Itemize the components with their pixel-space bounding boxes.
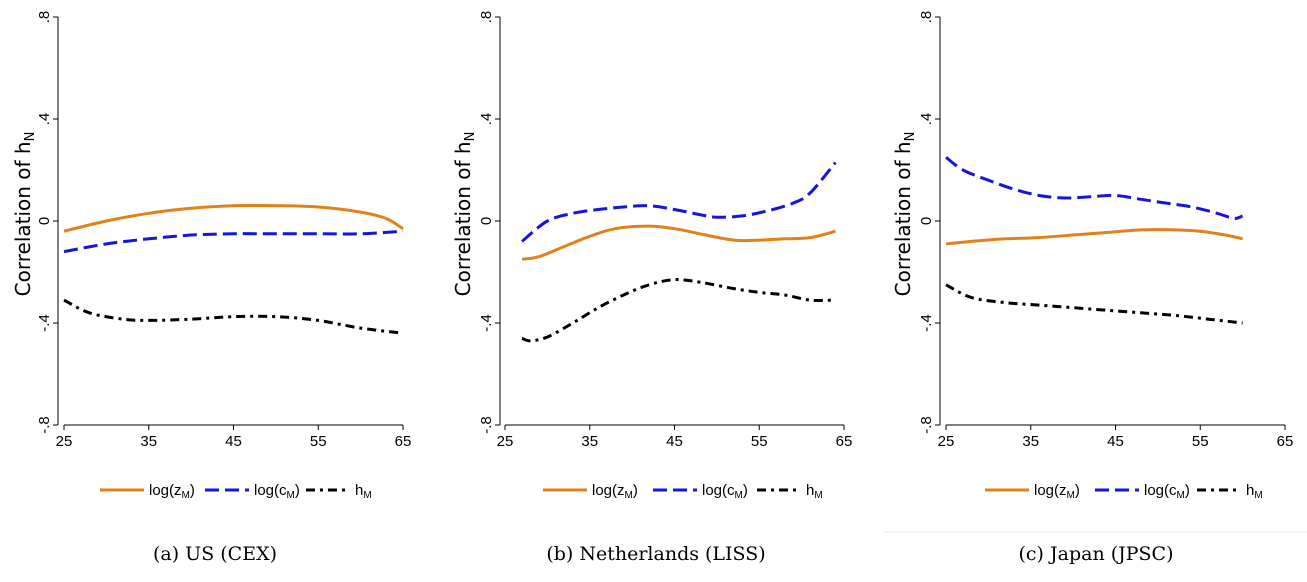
y-tick-label: .4 [478,113,495,126]
legend-label-log_z: log(zM) [149,482,195,501]
x-tick-label: 25 [56,433,73,450]
y-tick-label: -.8 [36,416,53,434]
y-tick-label: .4 [918,113,935,126]
y-tick-label: .4 [36,113,53,126]
x-tick-label: 25 [938,433,955,450]
y-tick-label: -.8 [478,416,495,434]
series-line-log_c [63,229,404,254]
legend-label-h: hM [1246,482,1263,501]
x-tick-label: 35 [140,433,157,450]
x-tick-label: 25 [497,433,514,450]
y-axis-label: Correlation of hN [11,132,38,297]
x-tick-label: 55 [751,433,768,450]
series-line-log_z [521,224,836,261]
legend-label-log_c: log(cM) [254,482,300,501]
legend-label-log_c: log(cM) [702,482,748,501]
y-axis-label: Correlation of hN [891,132,918,297]
x-tick-label: 45 [666,433,683,450]
legend-label-log_z: log(zM) [1034,482,1080,501]
y-tick-label: -.4 [918,314,935,332]
y-tick-label: .8 [918,11,935,24]
x-tick-label: 35 [1022,433,1039,450]
series-line-h [521,278,836,343]
x-tick-label: 55 [310,433,327,450]
legend-label-log_z: log(zM) [592,482,638,501]
series-line-h [945,283,1243,325]
y-tick-label: -.8 [918,416,935,434]
y-tick-label: -.4 [478,314,495,332]
series-line-h [63,298,404,335]
legend-label-h: hM [355,482,372,501]
y-axis-label: Correlation of hN [451,132,478,297]
legend-label-log_c: log(cM) [1144,482,1190,501]
chart-panel-1: -.8 -.4 0 .4 .8 25 35 45 55 65 Correlation of hN lo… [11,11,411,565]
series-line-log_z [63,203,404,233]
chart-panel-2: -.8 -.4 0 .4 .8 25 35 45 55 65 Correlation of hN lo… [451,11,852,565]
chart-panel-3: -.8 -.4 0 .4 .8 25 35 45 55 65 Correlation of hN lo… [891,11,1293,565]
panel-caption: (c) Japan (JPSC) [1019,543,1174,565]
y-tick-label: .8 [478,11,495,24]
series-line-log_c [521,161,837,243]
legend-label-h: hM [806,482,823,501]
y-tick-label: -.4 [36,314,53,332]
x-tick-label: 45 [1107,433,1124,450]
panel-caption: (b) Netherlands (LISS) [546,543,765,565]
x-tick-label: 35 [581,433,598,450]
x-tick-label: 65 [395,433,412,450]
x-tick-label: 65 [1277,433,1294,450]
series-line-log_c [945,156,1244,221]
panel-caption: (a) US (CEX) [153,543,277,565]
x-tick-label: 65 [836,433,853,450]
x-tick-label: 45 [225,433,242,450]
series-line-log_z [945,228,1243,246]
x-tick-label: 55 [1192,433,1209,450]
y-tick-label: 0 [478,217,495,225]
y-tick-label: 0 [36,217,53,225]
y-tick-label: .8 [36,11,53,24]
y-tick-label: 0 [918,217,935,225]
